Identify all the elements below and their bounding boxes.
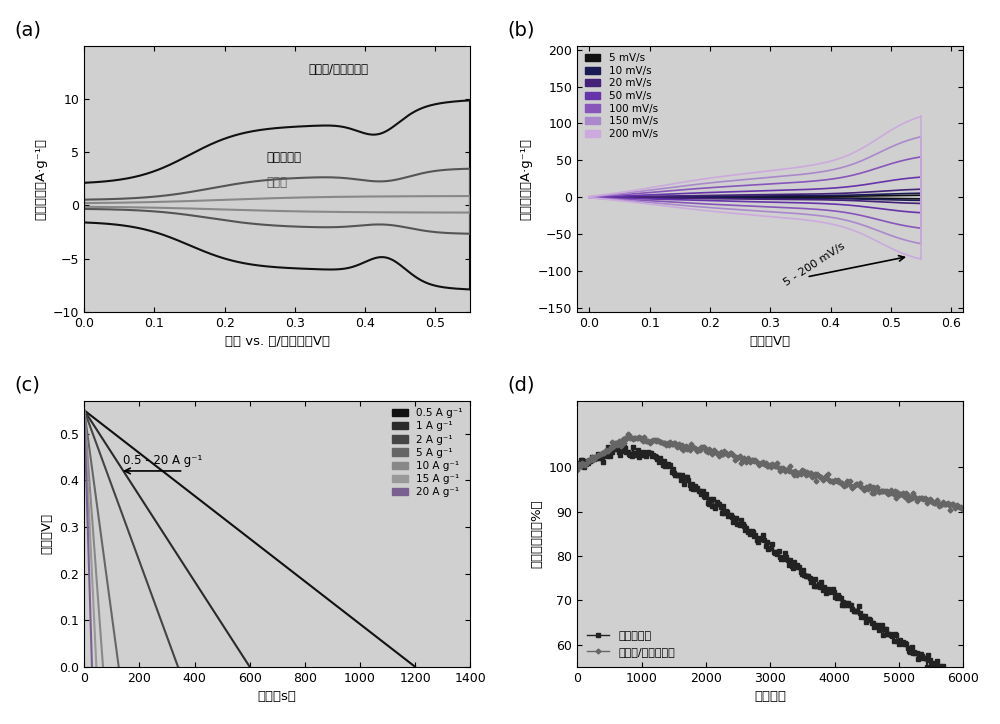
硫化馒/四氧化三饒 (622, 430, 634, 439)
Legend: 0.5 A g⁻¹, 1 A g⁻¹, 2 A g⁻¹, 5 A g⁻¹, 10 A g⁻¹, 15 A g⁻¹, 20 A g⁻¹: 0.5 A g⁻¹, 1 A g⁻¹, 2 A g⁻¹, 5 A g⁻¹, 10… (390, 406, 465, 499)
四氧化三饒 (957, 679, 969, 688)
四氧化三饒 (571, 458, 583, 467)
硫化馒/四氧化三饒 (809, 470, 821, 479)
硫化馒/四氧化三饒 (801, 468, 813, 476)
硫化馒/四氧化三饒 (898, 491, 910, 500)
Text: (b): (b) (508, 20, 535, 39)
Y-axis label: 电流密度（A·g⁻¹）: 电流密度（A·g⁻¹） (519, 138, 532, 220)
Text: 四氧化三饒: 四氧化三饒 (267, 151, 302, 164)
Text: 0.5 - 20 A g⁻¹: 0.5 - 20 A g⁻¹ (123, 454, 202, 467)
四氧化三饒 (609, 442, 621, 450)
硫化馒/四氧化三饒 (957, 503, 969, 512)
X-axis label: 电势（V）: 电势（V） (750, 335, 791, 348)
Legend: 四氧化三饒, 硫化馒/四氧化三饒: 四氧化三饒, 硫化馒/四氧化三饒 (583, 627, 680, 661)
Text: 硫化馒: 硫化馒 (267, 176, 288, 189)
Text: 5 - 200 mV/s: 5 - 200 mV/s (782, 241, 847, 288)
四氧化三饒 (898, 640, 910, 649)
四氧化三饒 (801, 572, 813, 581)
四氧化三饒 (809, 575, 821, 584)
Line: 四氧化三饒: 四氧化三饒 (576, 445, 965, 686)
硫化馒/四氧化三饒 (573, 459, 585, 468)
Text: 硫化馒/四氧化三饒: 硫化馒/四氧化三饒 (309, 62, 369, 75)
Y-axis label: 电流密度（A·g⁻¹）: 电流密度（A·g⁻¹） (34, 138, 47, 220)
Legend: 5 mV/s, 10 mV/s, 20 mV/s, 50 mV/s, 100 mV/s, 150 mV/s, 200 mV/s: 5 mV/s, 10 mV/s, 20 mV/s, 50 mV/s, 100 m… (582, 51, 660, 141)
Text: (c): (c) (15, 376, 41, 395)
四氧化三饒 (956, 681, 968, 689)
硫化馒/四氧化三饒 (802, 469, 814, 478)
X-axis label: 电势 vs. 汞/氧化汞（V）: 电势 vs. 汞/氧化汞（V） (225, 335, 330, 348)
Line: 硫化馒/四氧化三饒: 硫化馒/四氧化三饒 (576, 432, 965, 512)
Y-axis label: 容量保持率（%）: 容量保持率（%） (530, 500, 543, 568)
硫化馒/四氧化三饒 (944, 505, 956, 514)
X-axis label: 时间（s）: 时间（s） (258, 690, 297, 703)
硫化馒/四氧化三饒 (571, 466, 583, 474)
硫化馒/四氧化三饒 (922, 496, 934, 505)
Text: (a): (a) (15, 20, 42, 39)
Y-axis label: 电势（V）: 电势（V） (41, 513, 54, 555)
四氧化三饒 (802, 572, 814, 581)
X-axis label: 循环圈数: 循环圈数 (754, 690, 786, 703)
Text: (d): (d) (508, 376, 535, 395)
四氧化三饒 (573, 461, 585, 470)
四氧化三饒 (922, 651, 934, 660)
